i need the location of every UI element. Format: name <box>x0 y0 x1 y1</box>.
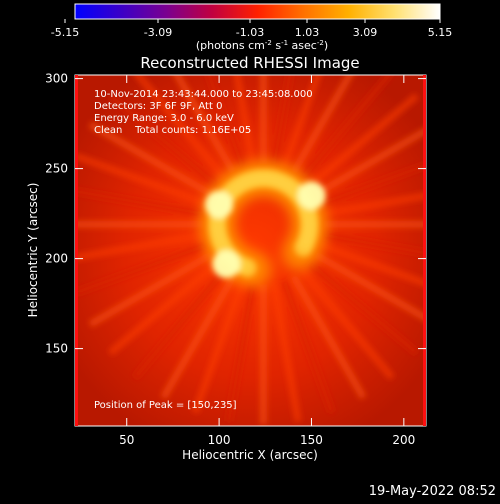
x-tick-label: 150 <box>300 433 323 447</box>
sidelobe-streak <box>133 75 228 181</box>
peak-position-label: Position of Peak = [150,235] <box>94 400 237 411</box>
sidelobe-streak <box>107 93 220 189</box>
colorbar-tick-label: 3.09 <box>353 26 378 39</box>
edge-marker-left <box>75 75 78 426</box>
y-axis: 150 200 250 300 <box>45 72 426 356</box>
colorbar-frame <box>74 3 441 20</box>
sidelobe-streak <box>205 75 247 170</box>
x-tick-label: 100 <box>208 433 231 447</box>
edge-marker-right <box>423 75 426 426</box>
colorbar-tick-label: 1.03 <box>295 26 320 39</box>
footer-timestamp: 19-May-2022 08:52 <box>369 484 496 499</box>
sidelobe-streak <box>280 279 336 414</box>
sidelobe-streak <box>75 231 205 262</box>
sidelobe-streak <box>299 75 394 181</box>
sidelobe-streak <box>173 75 237 175</box>
sidelobe-streak <box>107 260 220 356</box>
sidelobe-streak <box>132 268 228 380</box>
annotation-energy: Energy Range: 3.0 - 6.0 keV <box>94 113 234 124</box>
source-knot <box>212 250 241 278</box>
sidelobe-streak <box>75 152 209 208</box>
colorbar-unit-label: (photons cm-2 s-1 asec-2) <box>196 39 328 52</box>
x-tick-label: 200 <box>392 433 415 447</box>
plot-image <box>75 75 426 426</box>
sidelobe-streak <box>299 268 395 380</box>
annotation-time: 10-Nov-2014 23:43:44.000 to 23:45:08.000 <box>94 89 313 100</box>
sidelobe-streak <box>318 161 426 208</box>
sidelobe-streak <box>290 75 354 175</box>
colorbar-gradient <box>75 4 440 19</box>
chart-title: Reconstructed RHESSI Image <box>140 54 359 72</box>
sidelobe-streak <box>75 241 209 297</box>
sidelobe-streak <box>191 279 247 414</box>
colorbar-tick-label: -1.03 <box>236 26 264 39</box>
sidelobe-streak <box>307 93 419 189</box>
sidelobe-streak <box>270 282 302 422</box>
y-tick-label: 300 <box>45 72 68 86</box>
sidelobe-streak <box>88 251 214 328</box>
sidelobe-streak <box>313 251 426 323</box>
x-axis: 50 100 150 200 <box>119 75 415 447</box>
y-tick-label: 200 <box>45 252 68 266</box>
source-core <box>238 258 257 277</box>
y-tick-label: 150 <box>45 342 68 356</box>
sidelobe-streak <box>307 260 419 356</box>
source-knot <box>205 190 234 219</box>
sidelobe-streak <box>318 241 426 288</box>
annotation-detectors: Detectors: 3F 6F 9F, Att 0 <box>94 101 222 112</box>
source-knot <box>297 181 326 210</box>
colorbar-tick-label: 5.15 <box>428 26 453 39</box>
x-tick-label: 50 <box>119 433 134 447</box>
annotation-clean-counts: Clean Total counts: 1.16E+05 <box>94 125 251 136</box>
colorbar-tick-label: -5.15 <box>51 26 79 39</box>
colorbar-tick-label: -3.09 <box>144 26 172 39</box>
x-axis-label: Heliocentric X (arcsec) <box>182 448 318 462</box>
sidelobe-streak <box>225 282 257 422</box>
sidelobe-streak <box>321 192 426 218</box>
y-axis-label: Heliocentric Y (arcsec) <box>26 183 40 318</box>
y-tick-label: 250 <box>45 162 68 176</box>
sidelobe-streak <box>233 75 257 166</box>
sidelobe-streak <box>321 231 426 257</box>
sidelobe-streak <box>75 187 205 218</box>
sidelobe-streak <box>313 126 426 198</box>
annotation-block: 10-Nov-2014 23:43:44.000 to 23:45:08.000… <box>94 89 313 136</box>
sidelobe-streak <box>290 274 367 400</box>
sidelobe-streak <box>270 75 294 166</box>
sidelobe-streak <box>88 121 214 198</box>
sidelobe-streak <box>160 274 237 400</box>
colorbar: -5.15 -3.09 -1.03 1.03 3.09 5.15 (photons cm-… <box>51 3 453 52</box>
sidelobe-streak <box>280 75 322 170</box>
